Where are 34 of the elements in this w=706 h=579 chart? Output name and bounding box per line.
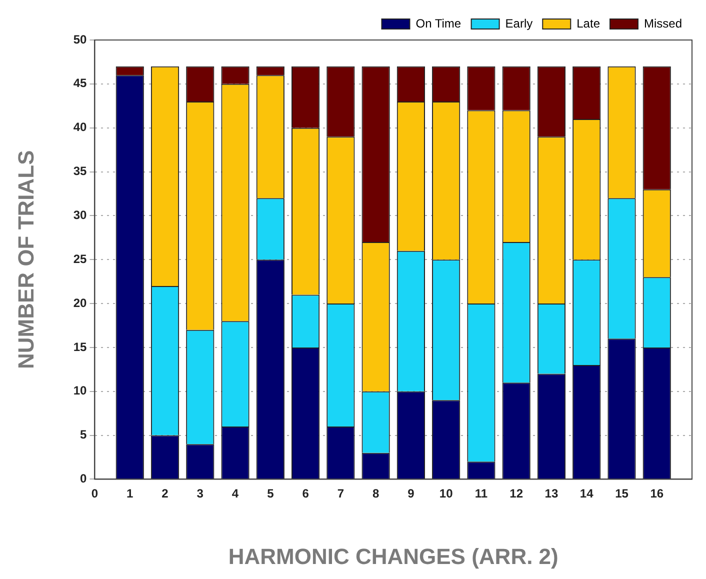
x-tick-label: 7 [337, 486, 344, 501]
x-tick-label: 1 [126, 486, 134, 501]
y-tick-label: 35 [73, 164, 88, 178]
x-tick-label: 16 [650, 486, 664, 501]
x-tick-label: 0 [91, 486, 98, 501]
x-tick-label: 6 [302, 486, 310, 501]
x-tick-label: 15 [615, 486, 629, 501]
x-tick-label: 5 [267, 486, 274, 501]
legend-label: Missed [644, 16, 682, 30]
x-tick-label: 13 [544, 486, 558, 501]
x-tick-label: 9 [408, 486, 415, 501]
x-tick-label: 4 [232, 486, 239, 501]
y-tick-label: 25 [73, 252, 88, 266]
y-tick-label: 5 [80, 428, 88, 442]
y-tick-label: 15 [73, 340, 88, 354]
x-axis-title: HARMONIC CHANGES (ARR. 2) [228, 544, 558, 569]
legend-label: Early [505, 16, 533, 30]
y-tick-label: 45 [73, 76, 88, 90]
y-tick-label: 20 [73, 296, 88, 310]
x-tick-label: 10 [439, 486, 454, 501]
y-tick-label: 30 [73, 208, 88, 222]
y-tick-label: 50 [73, 32, 88, 46]
legend-label: Late [576, 16, 600, 30]
x-tick-label: 12 [510, 486, 524, 501]
x-tick-label: 2 [162, 486, 169, 501]
y-tick-label: 10 [73, 384, 88, 398]
y-tick-label: 0 [80, 472, 88, 486]
x-tick-label: 3 [196, 486, 204, 501]
x-tick-label: 14 [580, 486, 594, 501]
y-tick-label: 40 [73, 120, 88, 134]
x-tick-label: 8 [372, 486, 380, 501]
y-axis-title: NUMBER OF TRIALS [13, 150, 38, 369]
x-tick-label: 11 [474, 486, 488, 501]
legend-label: On Time [416, 16, 462, 30]
